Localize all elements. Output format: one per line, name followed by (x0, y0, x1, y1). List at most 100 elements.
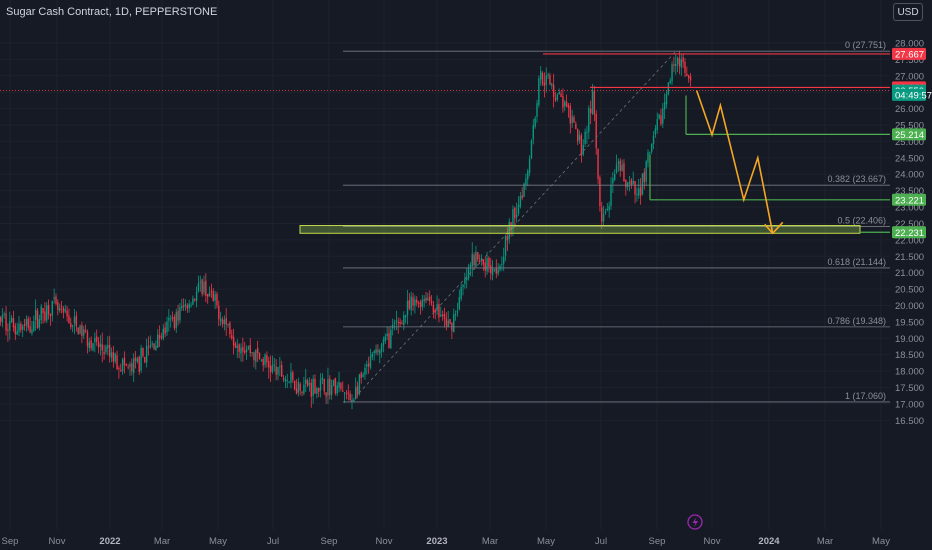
candle-body (36, 310, 39, 329)
candle-body (571, 116, 573, 123)
candle-body (5, 313, 7, 331)
candle-body (325, 392, 327, 397)
price-tick-label: 18.000 (895, 367, 924, 378)
candle-body (123, 357, 126, 366)
candle-body (44, 311, 46, 321)
candle-body (144, 357, 146, 363)
lightning-icon[interactable] (687, 514, 703, 530)
candle-body (319, 379, 322, 391)
candle-body (656, 119, 658, 130)
candle-body (227, 324, 229, 326)
candle-body (83, 329, 85, 336)
candle-body (630, 179, 633, 186)
candle-body (623, 163, 625, 182)
currency-button[interactable]: USD (893, 3, 923, 21)
candle-body (232, 336, 235, 346)
candle-body (443, 314, 446, 319)
candle-body (663, 102, 666, 110)
time-tick-label: Nov (704, 536, 721, 547)
candle-body (329, 378, 331, 396)
candle-body (449, 319, 451, 324)
time-axis[interactable]: Sep Nov 2022 Mar May Jul Sep Nov 2023 Mar May Jul Se… (2, 536, 891, 547)
candle-body (493, 269, 496, 271)
candle-body (158, 335, 161, 339)
candle-body (527, 171, 529, 180)
support-resistance-lines[interactable] (0, 53, 890, 234)
candle-body (634, 181, 636, 195)
candle-body (369, 355, 372, 368)
candle-body (588, 108, 590, 132)
price-badges: 27.66726.64626.55004:49:5725.21423.22122… (892, 47, 932, 239)
candle-body (525, 178, 527, 185)
candlestick-series (0, 50, 692, 410)
candle-body (399, 321, 401, 324)
fibonacci-retracement[interactable]: 0 (27.751) 0.382 (23.667) 0.5 (22.406) 0.61… (343, 40, 890, 403)
candle-body (53, 297, 55, 299)
candle-body (251, 352, 253, 354)
candle-body (1, 315, 4, 323)
candle-body (401, 323, 403, 325)
candle-body (669, 80, 671, 84)
candle-body (543, 82, 546, 87)
price-tick-label: 21.000 (895, 268, 924, 279)
candle-body (454, 314, 457, 316)
time-tick-label: Nov (376, 536, 393, 547)
time-tick-label: 2024 (758, 536, 780, 547)
time-tick-label: Jul (595, 536, 607, 547)
candle-body (569, 106, 571, 124)
projection-path[interactable] (695, 90, 784, 235)
price-badge (892, 128, 926, 141)
price-badge-label: 23.221 (895, 195, 924, 206)
candle-body (558, 91, 560, 95)
candle-body (636, 193, 638, 196)
candle-body (675, 63, 677, 67)
candle-body (564, 101, 566, 107)
candle-body (632, 180, 634, 185)
candle-body (40, 306, 42, 321)
price-badge (892, 226, 926, 239)
candle-body (160, 336, 163, 338)
fib-level-label: 0.618 (21.144) (827, 257, 886, 267)
candle-body (471, 253, 473, 267)
candle-body (247, 346, 250, 349)
time-tick-label: 2022 (99, 536, 120, 547)
candle-body (490, 265, 492, 274)
price-tick-label: 28.000 (895, 39, 924, 50)
candle-body (654, 128, 657, 135)
candle-body (536, 103, 538, 117)
candle-body (175, 312, 177, 328)
candle-body (133, 358, 135, 373)
candle-body (355, 387, 357, 399)
candle-body (519, 196, 522, 207)
candle-body (256, 347, 259, 354)
candle-body (64, 309, 66, 312)
candle-body (608, 205, 610, 211)
candle-body (482, 259, 485, 265)
candle-body (216, 294, 218, 306)
candle-body (195, 291, 198, 301)
candle-body (301, 391, 303, 393)
candle-body (353, 399, 355, 402)
candle-body (356, 385, 359, 395)
price-axis[interactable]: 28.00027.50027.00026.50026.00025.50025.0… (895, 39, 924, 427)
candle-body (371, 353, 374, 358)
candle-body (16, 331, 18, 335)
candle-body (110, 352, 113, 358)
candle-body (552, 84, 555, 98)
candle-body (414, 299, 416, 306)
candle-body (188, 303, 190, 308)
candle-body (334, 377, 337, 394)
candle-body (277, 366, 279, 375)
candle-body (330, 385, 333, 396)
price-tick-label: 27.500 (895, 55, 924, 66)
candle-body (81, 324, 83, 337)
candle-body (556, 94, 559, 100)
candle-body (497, 269, 499, 274)
candle-body (429, 296, 431, 301)
candle-body (417, 303, 420, 305)
candle-body (403, 315, 405, 326)
candle-body (342, 390, 344, 392)
candle-body (281, 365, 283, 377)
candle-body (136, 358, 139, 362)
